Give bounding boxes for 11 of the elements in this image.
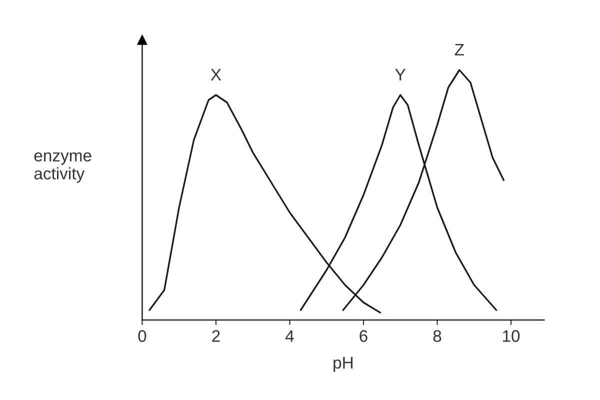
x-tick-label: 0 [138, 330, 146, 342]
x-tick-label: 6 [360, 330, 368, 342]
series-label: X [210, 68, 222, 80]
series-label: Z [454, 44, 464, 56]
x-tick-label: 10 [503, 330, 520, 342]
x-tick-label: 8 [433, 330, 442, 342]
series-label: Y [395, 68, 406, 80]
x-axis-title: pH [334, 356, 352, 372]
y-axis-title: enzyme activity [34, 152, 92, 183]
x-tick-label: 2 [212, 330, 220, 342]
x-tick-label: 4 [285, 330, 294, 342]
